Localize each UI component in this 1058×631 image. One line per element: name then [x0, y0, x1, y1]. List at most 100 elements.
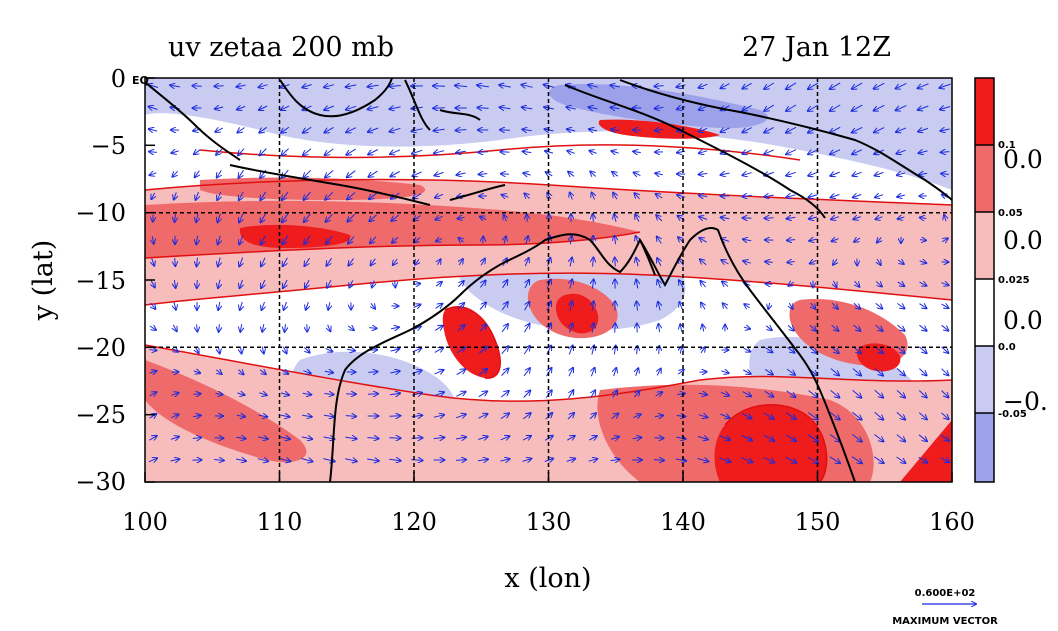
wind-vector-arrow	[258, 437, 268, 439]
colorbar-big-label: 0.0	[1003, 226, 1043, 255]
wind-vector-arrow	[152, 258, 155, 265]
wind-vector-arrow	[325, 348, 333, 351]
wind-vector-arrow	[218, 301, 220, 310]
wind-vector-arrow	[764, 104, 775, 111]
wind-vector-arrow	[699, 128, 708, 131]
wind-vector-arrow	[655, 392, 663, 396]
wind-vector-arrow	[193, 371, 200, 373]
wind-vector-arrow	[765, 218, 774, 219]
wind-vector-arrow	[657, 258, 661, 267]
wind-vector-arrow	[326, 257, 333, 266]
vector-key: 0.600E+02 MAXIMUM VECTOR	[892, 588, 998, 627]
wind-vector-arrow	[412, 172, 422, 176]
wind-vector-arrow	[149, 107, 158, 110]
wind-vector-arrow	[919, 282, 927, 286]
wind-vector-arrow	[831, 324, 839, 331]
wind-vector-arrow	[764, 195, 774, 197]
wind-vector-arrow	[590, 172, 597, 177]
wind-vector-arrow	[239, 213, 243, 223]
wind-vector-arrow	[741, 457, 753, 463]
wind-vector-arrow	[527, 214, 528, 222]
wind-vector-arrow	[570, 193, 573, 200]
wind-vector-arrow	[262, 346, 264, 354]
wind-vector-arrow	[193, 415, 201, 416]
wind-vector-arrow	[326, 235, 333, 244]
wind-vector-arrow	[658, 302, 660, 311]
wind-vector-arrow	[654, 415, 663, 416]
wind-vector-arrow	[282, 213, 289, 223]
wind-vector-arrow	[478, 437, 487, 440]
wind-vector-arrow	[787, 240, 796, 241]
wind-vector-arrow	[896, 412, 905, 419]
wind-vector-arrow	[279, 459, 291, 462]
wind-vector-arrow	[919, 368, 926, 376]
wind-vector-arrow	[478, 152, 488, 153]
wind-vector-arrow	[390, 327, 399, 329]
wind-vector-arrow	[521, 85, 533, 88]
wind-vector-arrow	[192, 86, 202, 87]
wind-vector-arrow	[412, 150, 423, 153]
wind-vector-arrow	[874, 82, 885, 89]
wind-vector-arrow	[456, 130, 467, 131]
wind-vector-arrow	[721, 128, 730, 132]
wind-vector-arrow	[876, 217, 883, 220]
wind-vector-arrow	[592, 323, 594, 333]
wind-vector-arrow	[434, 172, 444, 175]
wind-vector-arrow	[215, 394, 222, 395]
wind-vector-arrow	[656, 215, 663, 222]
wind-vector-arrow	[346, 106, 357, 109]
wind-vector-arrow	[855, 280, 860, 287]
wind-vector-arrow	[501, 368, 509, 376]
wind-vector-arrow	[367, 438, 378, 439]
wind-vector-arrow	[258, 415, 268, 417]
wind-vector-arrow	[218, 235, 221, 245]
wind-vector-arrow	[217, 170, 222, 177]
wind-vector-arrow	[170, 459, 180, 461]
wind-vector-arrow	[567, 436, 574, 440]
wind-vector-arrow	[702, 325, 703, 332]
x-tick-labels: 100 110 120 130 140 150 160	[122, 508, 975, 536]
wind-vector-arrow	[236, 415, 245, 416]
equator-label: EQ	[132, 74, 149, 87]
wind-vector-arrow	[259, 85, 268, 88]
wind-vector-arrow	[679, 302, 682, 310]
wind-vector-arrow	[830, 172, 840, 176]
wind-vector-arrow	[302, 85, 312, 88]
wind-vector-arrow	[764, 150, 775, 154]
wind-vector-arrow	[588, 459, 598, 461]
wind-vector-arrow	[303, 106, 312, 110]
wind-vector-arrow	[282, 191, 289, 200]
wind-vector-arrow	[941, 324, 949, 330]
wind-vector-arrow	[150, 173, 157, 175]
wind-vector-arrow	[370, 236, 377, 244]
wind-vector-arrow	[524, 302, 530, 311]
wind-vector-arrow	[700, 281, 706, 288]
wind-vector-arrow	[236, 437, 245, 438]
wind-vector-arrow	[478, 459, 488, 461]
wind-vector-arrow	[215, 128, 223, 132]
wind-vector-arrow	[152, 236, 154, 244]
wind-vector-arrow	[810, 260, 817, 263]
wind-vector-arrow	[434, 326, 443, 331]
wind-vector-arrow	[831, 217, 840, 220]
wind-vector-arrow	[699, 217, 708, 220]
wind-vector-arrow	[786, 195, 796, 197]
wind-vector-arrow	[852, 172, 862, 176]
wind-vector-arrow	[261, 279, 265, 288]
wind-vector-arrow	[435, 216, 443, 219]
wind-vector-arrow	[941, 283, 948, 286]
wind-vector-arrow	[808, 195, 818, 198]
wind-vector-arrow	[346, 127, 357, 133]
wind-vector-arrow	[522, 107, 533, 109]
wind-vector-arrow	[941, 238, 948, 241]
wind-vector-arrow	[547, 324, 551, 333]
wind-vector-arrow	[830, 368, 839, 376]
wind-vector-arrow	[434, 151, 445, 154]
wind-vector-arrow	[741, 435, 752, 441]
vector-key-value: 0.600E+02	[915, 588, 976, 599]
wind-vector-arrow	[763, 434, 774, 441]
wind-vector-arrow	[918, 412, 927, 420]
wind-vector-arrow	[832, 239, 839, 242]
wind-vector-arrow	[941, 346, 949, 353]
wind-vector-arrow	[368, 85, 379, 87]
